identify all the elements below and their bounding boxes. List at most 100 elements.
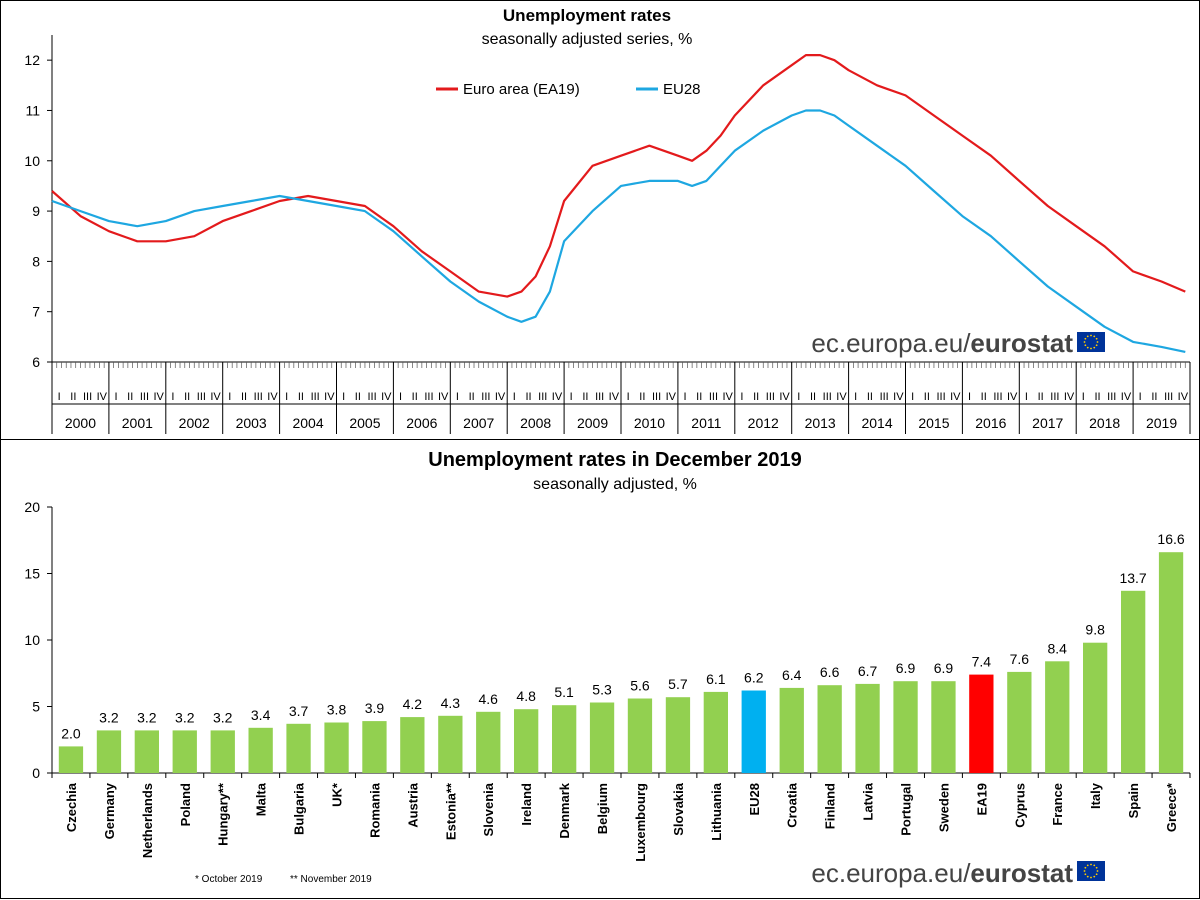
quarter-label: III — [83, 391, 92, 403]
flag-star — [1093, 864, 1096, 867]
bar-chart-title: Unemployment rates in December 2019 — [428, 449, 802, 471]
quarter-label: III — [595, 391, 604, 403]
quarter-label: I — [114, 391, 117, 403]
bar — [741, 690, 766, 773]
line-chart-watermark: ec.europa.eu/eurostat — [811, 328, 1105, 358]
bar — [210, 730, 235, 773]
quarter-label: III — [311, 391, 320, 403]
y-tick-label: 9 — [32, 203, 40, 219]
bar — [1083, 642, 1108, 773]
quarter-label: II — [70, 391, 76, 403]
flag-star — [1084, 873, 1087, 876]
bar-value-label: 16.6 — [1157, 531, 1184, 547]
bar — [1158, 552, 1184, 773]
y-tick-label: 5 — [32, 699, 40, 715]
bar — [589, 702, 615, 773]
quarter-label: II — [1094, 391, 1100, 403]
y-tick-label: 7 — [32, 304, 40, 320]
quarter-label: IV — [722, 391, 733, 403]
quarter-label: IV — [324, 391, 335, 403]
bar-value-label: 9.8 — [1085, 622, 1105, 638]
eu-flag-icon — [1077, 861, 1105, 881]
bar — [1045, 661, 1070, 773]
category-label: Sweden — [936, 783, 951, 832]
category-label: Spain — [1126, 783, 1141, 818]
flag-star — [1086, 346, 1089, 349]
bar-value-label: 6.4 — [782, 667, 802, 683]
quarter-label: III — [993, 391, 1002, 403]
quarter-label: II — [639, 391, 645, 403]
footnote-november: ** November 2019 — [290, 874, 372, 885]
year-label: 2019 — [1146, 415, 1177, 431]
bar-value-label: 3.2 — [137, 709, 157, 725]
quarter-label: II — [127, 391, 133, 403]
category-label: Austria — [405, 782, 420, 828]
bar — [1007, 671, 1032, 773]
quarter-label: I — [456, 391, 459, 403]
quarter-label: II — [184, 391, 190, 403]
flag-star — [1083, 870, 1086, 872]
year-label: 2018 — [1089, 415, 1120, 431]
quarter-label: II — [1151, 391, 1157, 403]
quarter-label: III — [823, 391, 832, 403]
flag-star — [1095, 337, 1098, 340]
bar — [134, 730, 159, 773]
bar-value-label: 4.6 — [478, 691, 498, 707]
quarter-label: II — [412, 391, 418, 403]
category-label: Portugal — [899, 783, 914, 836]
bar — [362, 721, 387, 773]
footnote-october: * October 2019 — [195, 874, 263, 885]
flag-star — [1095, 873, 1098, 876]
bar — [893, 681, 918, 773]
bar — [627, 698, 653, 773]
quarter-label: II — [355, 391, 361, 403]
watermark-domain: ec.europa.eu/ — [811, 328, 971, 358]
quarter-label: I — [342, 391, 345, 403]
quarter-label: IV — [210, 391, 221, 403]
quarter-label: IV — [1121, 391, 1132, 403]
year-label: 2013 — [805, 415, 836, 431]
category-label: Slovenia — [481, 782, 496, 836]
year-label: 2011 — [691, 415, 721, 431]
quarter-label: III — [254, 391, 263, 403]
bar — [400, 717, 425, 773]
quarter-label: II — [981, 391, 987, 403]
quarter-label: I — [911, 391, 914, 403]
bar — [665, 697, 691, 773]
quarter-label: III — [1107, 391, 1116, 403]
bar-chart-subtitle: seasonally adjusted, % — [533, 476, 697, 493]
quarter-label: I — [683, 391, 686, 403]
y-tick-label: 6 — [32, 354, 40, 370]
bar-value-label: 6.9 — [896, 660, 916, 676]
bar-value-label: 5.7 — [668, 676, 688, 692]
category-label: Denmark — [557, 782, 572, 838]
quarter-label: II — [753, 391, 759, 403]
bar-value-label: 13.7 — [1119, 570, 1146, 586]
bar-value-label: 6.1 — [706, 671, 726, 687]
flag-star — [1090, 347, 1092, 350]
flag-star — [1084, 337, 1087, 340]
quarter-label: IV — [836, 391, 847, 403]
year-label: 2003 — [236, 415, 267, 431]
bar-chart-y-axis: 0 5 10 15 20 — [24, 499, 1191, 781]
bar-value-label: 3.2 — [213, 709, 233, 725]
quarter-label: II — [867, 391, 873, 403]
quarter-label: III — [481, 391, 490, 403]
quarter-label: II — [525, 391, 531, 403]
eu-flag-icon — [1077, 332, 1105, 352]
year-label: 2002 — [179, 415, 210, 431]
quarter-label: IV — [495, 391, 506, 403]
quarter-label: IV — [609, 391, 620, 403]
quarter-label: I — [171, 391, 174, 403]
category-label: EU28 — [747, 783, 762, 816]
category-label: Slovakia — [671, 782, 686, 836]
bar — [286, 723, 311, 773]
year-label: 2009 — [577, 415, 608, 431]
bar — [779, 687, 804, 773]
bar-value-label: 2.0 — [61, 725, 81, 741]
bar-value-label: 3.9 — [365, 700, 385, 716]
category-label: Germany — [102, 782, 117, 839]
quarter-label: I — [1082, 391, 1085, 403]
category-label: Romania — [367, 782, 382, 838]
bar — [476, 711, 501, 773]
